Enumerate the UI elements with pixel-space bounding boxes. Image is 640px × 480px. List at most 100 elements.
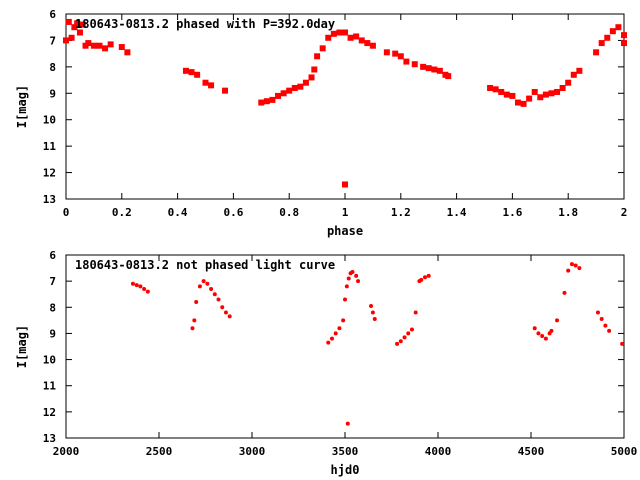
chart1-data-point (615, 24, 622, 31)
chart1-data-point (102, 45, 109, 52)
chart1-data-point (79, 21, 86, 28)
chart1-data-point (65, 18, 72, 25)
chart1-data-point (369, 42, 376, 49)
chart1-data-point (604, 34, 611, 41)
chart2-data-point (419, 277, 424, 282)
chart2-data-point (562, 290, 567, 295)
chart1-ytick-label: 10 (43, 114, 56, 127)
chart1-data-point (336, 29, 343, 36)
chart2-data-point (192, 318, 197, 323)
chart1-data-point (297, 83, 304, 90)
chart2-ytick-label: 8 (49, 301, 56, 314)
chart2-xtick-label: 2500 (146, 445, 173, 458)
chart1-data-point (498, 88, 505, 95)
chart2-xtick-label: 2000 (53, 445, 80, 458)
chart1-data-point (364, 40, 371, 47)
chart1-xtick-label: 0.2 (112, 206, 132, 219)
chart1-data-point (576, 67, 583, 74)
chart2-data-point (356, 279, 361, 284)
chart1-plot-frame (65, 13, 625, 200)
chart2-data-point (346, 276, 351, 281)
chart1-data-point (286, 87, 293, 94)
chart1-data-point (598, 40, 605, 47)
chart2-data-point (536, 331, 541, 336)
chart1-data-point (621, 40, 627, 47)
chart1-xtick-label: 0.8 (279, 206, 299, 219)
chart2-data-point (413, 310, 418, 315)
chart2-data-point (620, 341, 625, 346)
chart1-data-point (420, 63, 427, 70)
chart1-data-point (554, 88, 561, 95)
chart1-data-point (202, 79, 209, 86)
chart1-ytick-label: 11 (43, 140, 57, 153)
chart2-data-point (197, 284, 202, 289)
chart1-data-point (330, 30, 337, 37)
chart2-data-point (577, 266, 582, 271)
chart2-data-point (337, 326, 342, 331)
chart2-data-point (540, 334, 545, 339)
chart2-data-point (549, 328, 554, 333)
chart1-data-point (537, 94, 544, 101)
chart1-data-point (514, 99, 521, 106)
chart1-data-point (308, 74, 315, 81)
chart2-data-point (190, 326, 195, 331)
chart2-data-point (599, 317, 604, 322)
chart1-data-point (358, 37, 365, 44)
chart1-data-point (411, 61, 418, 68)
chart1-title: 180643-0813.2 phased with P=392.0day (75, 17, 335, 31)
chart1-data-point (542, 91, 549, 98)
chart1-data-point (314, 53, 321, 60)
chart2-data-point (341, 318, 346, 323)
chart2-data-point (220, 305, 225, 310)
chart1-ytick-label: 8 (49, 61, 56, 74)
chart2-data-point (406, 331, 411, 336)
chart1-data-point (325, 34, 332, 41)
chart1-data-point (280, 90, 287, 97)
chart2-data-point (555, 318, 560, 323)
chart2-data-point (212, 292, 217, 297)
chart1-data-point (487, 85, 494, 91)
chart1-ytick-label: 12 (43, 167, 56, 180)
chart1-data-point (124, 49, 131, 56)
chart1-data-point (194, 71, 201, 78)
chart1-data-point (445, 73, 452, 80)
chart1-xtick-label: 2 (621, 206, 628, 219)
chart1-data-point (403, 58, 410, 65)
chart1-ytick-label: 6 (49, 8, 56, 21)
chart1-data-point (118, 44, 125, 51)
chart1-data-point (76, 29, 83, 36)
chart2-data-point (138, 284, 143, 289)
chart2-data-point (409, 327, 414, 332)
chart1-data-point (311, 66, 318, 73)
chart1-data-point (431, 66, 438, 73)
chart1-xtick-label: 1.6 (502, 206, 522, 219)
chart1-x-axis-title: phase (327, 224, 363, 238)
chart2-data-point (344, 284, 349, 289)
chart1-data-point (74, 20, 81, 27)
chart1-data-point (90, 42, 97, 49)
chart1-data-point (96, 42, 103, 49)
chart1-data-point (353, 33, 360, 40)
chart2-data-point (422, 275, 427, 280)
chart1-data-point (342, 181, 348, 188)
chart1-data-point (71, 24, 78, 31)
chart1-ytick-label: 7 (49, 34, 56, 47)
chart2-data-point (566, 268, 571, 273)
chart1-data-point (68, 34, 75, 41)
chart2-data-point (595, 310, 600, 315)
chart1-data-point (492, 86, 499, 93)
chart2-data-point (532, 326, 537, 331)
chart2-data-point (145, 289, 150, 294)
chart1-data-point (397, 53, 404, 60)
chart1-ytick-label: 9 (49, 87, 56, 100)
chart1-data-point (503, 91, 510, 98)
chart2-data-point (607, 328, 612, 333)
chart2-data-point (209, 286, 214, 291)
chart2-plot-frame (65, 254, 625, 439)
chart2-data-point (343, 297, 347, 302)
chart2-data-point (201, 279, 206, 284)
chart2-data-point (333, 331, 338, 336)
chart1-data-point (222, 87, 229, 94)
chart1-data-point (392, 50, 399, 57)
chart2-data-point (370, 310, 375, 315)
